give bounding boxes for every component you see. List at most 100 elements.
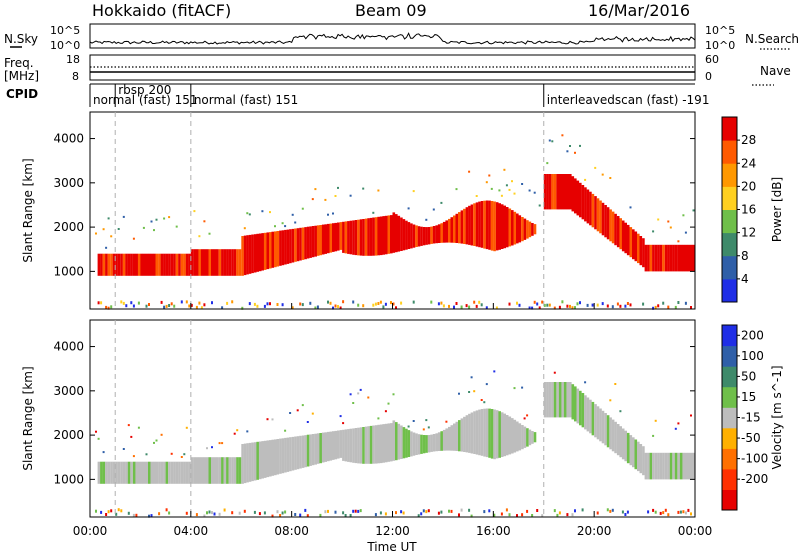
echo-band bbox=[208, 457, 212, 484]
echo-band bbox=[611, 419, 615, 452]
echo-band bbox=[173, 253, 176, 276]
speckle-mark bbox=[569, 145, 571, 147]
noise-mark bbox=[448, 304, 450, 308]
echo-band bbox=[586, 397, 590, 432]
echo-band bbox=[649, 244, 653, 272]
echo-band bbox=[344, 429, 348, 462]
echo-band bbox=[286, 437, 290, 472]
noise-mark bbox=[609, 509, 612, 513]
speckle-mark bbox=[533, 191, 536, 194]
echo-band bbox=[654, 244, 658, 272]
echo-band bbox=[261, 233, 264, 271]
noise-mark bbox=[213, 512, 216, 516]
echo-band bbox=[521, 425, 524, 450]
echo-band bbox=[231, 249, 234, 276]
echo-band bbox=[269, 440, 272, 477]
noise-mark bbox=[586, 303, 589, 307]
speckle-mark bbox=[155, 439, 158, 442]
noise-mark bbox=[566, 304, 569, 308]
speckle-mark bbox=[480, 399, 483, 401]
speckle-mark bbox=[377, 189, 380, 192]
noise-mark bbox=[521, 513, 524, 517]
echo-band bbox=[115, 253, 118, 276]
echo-band bbox=[490, 409, 494, 459]
echo-band bbox=[453, 215, 456, 243]
colorbar-swatch bbox=[722, 325, 737, 347]
colorbar-tick-label: 28 bbox=[741, 133, 756, 147]
speckle-mark bbox=[657, 218, 660, 221]
echo-band bbox=[180, 253, 184, 276]
echo-band bbox=[286, 229, 290, 264]
echo-band bbox=[614, 213, 617, 246]
speckle-mark bbox=[468, 391, 471, 393]
speckle-mark bbox=[153, 229, 155, 232]
echo-band bbox=[684, 244, 688, 272]
echo-band bbox=[500, 412, 504, 457]
noise-mark bbox=[208, 510, 211, 514]
speckle-mark bbox=[163, 217, 166, 220]
noise-mark bbox=[488, 509, 491, 513]
echo-band bbox=[599, 408, 602, 442]
echo-band bbox=[309, 434, 312, 466]
speckle-mark bbox=[327, 213, 329, 216]
speckle-mark bbox=[412, 420, 415, 422]
speckle-mark bbox=[246, 430, 249, 433]
station-title: Hokkaido (fitACF) bbox=[92, 1, 231, 20]
echo-band bbox=[432, 226, 436, 244]
speckle-mark bbox=[483, 401, 486, 404]
speckle-mark bbox=[349, 393, 352, 396]
echo-band bbox=[614, 421, 617, 454]
echo-band bbox=[455, 213, 459, 243]
nsearch-label: N.Search bbox=[745, 32, 799, 46]
noise-mark bbox=[180, 300, 183, 304]
velocity-panel bbox=[89, 319, 696, 518]
speckle-mark bbox=[155, 218, 158, 221]
noise-mark bbox=[203, 303, 206, 307]
echo-band bbox=[226, 457, 229, 484]
echo-band bbox=[556, 382, 559, 418]
echo-band bbox=[432, 434, 436, 452]
echo-band bbox=[692, 244, 696, 272]
echo-band bbox=[543, 382, 547, 418]
echo-band bbox=[314, 225, 317, 257]
speckle-mark bbox=[243, 227, 246, 230]
echo-band bbox=[168, 253, 171, 276]
echo-band bbox=[589, 191, 592, 226]
noise-mark bbox=[329, 301, 332, 305]
echo-band bbox=[478, 409, 481, 456]
noise-mark bbox=[379, 300, 382, 304]
echo-band bbox=[422, 435, 426, 454]
speckle-mark bbox=[269, 211, 271, 214]
noise-mark bbox=[125, 304, 128, 308]
echo-band bbox=[392, 212, 396, 253]
echo-band bbox=[296, 436, 300, 470]
echo-band bbox=[551, 382, 554, 418]
echo-band bbox=[599, 200, 602, 234]
echo-band bbox=[377, 424, 380, 464]
noise-mark bbox=[173, 304, 176, 308]
echo-band bbox=[657, 244, 660, 272]
noise-mark bbox=[662, 301, 665, 305]
noise-mark bbox=[319, 513, 322, 517]
echo-band bbox=[558, 174, 562, 210]
echo-band bbox=[566, 174, 569, 210]
noise-mark bbox=[316, 305, 319, 309]
speckle-mark bbox=[574, 151, 576, 154]
echo-band bbox=[153, 461, 156, 484]
echo-band bbox=[586, 189, 590, 224]
echo-band bbox=[574, 386, 577, 422]
echo-band bbox=[316, 225, 320, 256]
noise-mark bbox=[263, 304, 266, 308]
speckle-mark bbox=[193, 210, 196, 213]
noise-mark bbox=[450, 509, 453, 513]
echo-band bbox=[619, 426, 622, 458]
echo-band bbox=[505, 207, 509, 248]
echo-band bbox=[281, 230, 285, 266]
speckle-mark bbox=[352, 402, 355, 404]
echo-band bbox=[425, 435, 428, 453]
noise-mark bbox=[483, 510, 486, 514]
colorbar-swatch bbox=[722, 163, 737, 187]
noise-mark bbox=[508, 513, 511, 517]
echo-band bbox=[150, 461, 154, 484]
